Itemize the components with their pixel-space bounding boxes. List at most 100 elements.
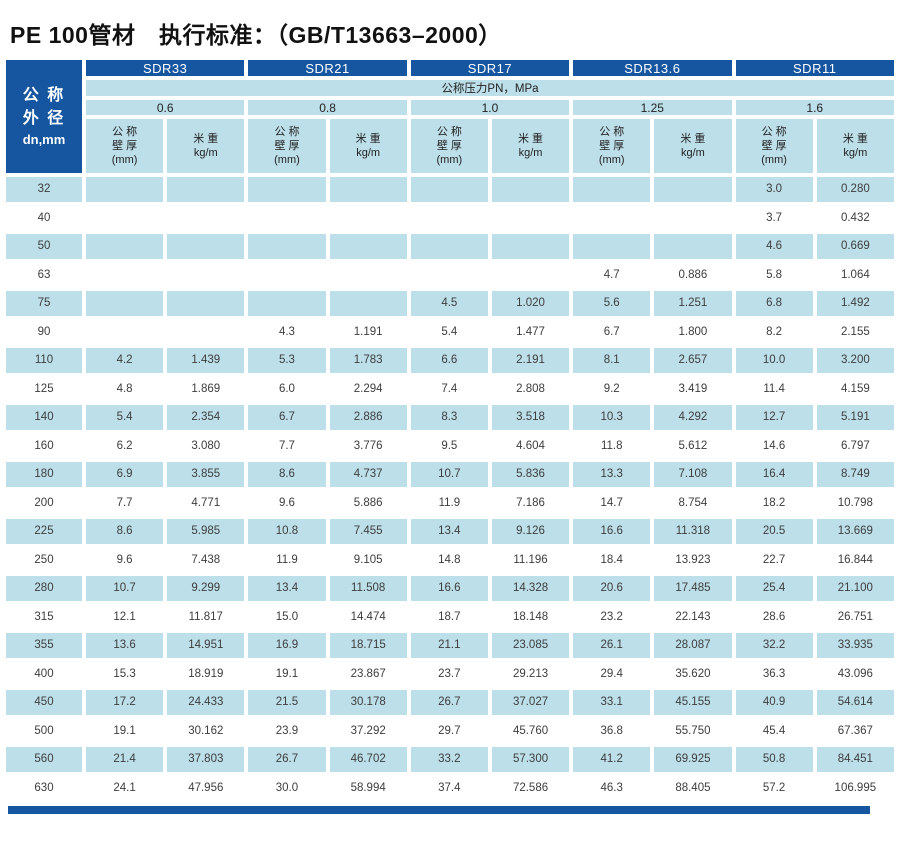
value-cell bbox=[167, 177, 245, 202]
subheader-thickness: 公 称 壁 厚 (mm) bbox=[86, 119, 164, 173]
value-cell: 8.6 bbox=[86, 519, 164, 544]
value-cell: 10.3 bbox=[573, 405, 651, 430]
value-cell: 3.080 bbox=[191, 439, 221, 452]
dn-cell: 63 bbox=[37, 268, 51, 281]
value-cell: 6.2 bbox=[116, 439, 133, 452]
value-cell bbox=[330, 263, 407, 288]
value-cell: 36.3 bbox=[762, 667, 786, 680]
value-cell bbox=[167, 234, 245, 259]
dn-cell: 280 bbox=[6, 576, 82, 601]
value-cell bbox=[329, 291, 407, 316]
value-cell: 67.367 bbox=[837, 724, 873, 737]
table-row: 200 7.7 4.771 9.6 5.886 11.9 7.186 14.7 8.754 18.… bbox=[6, 491, 894, 516]
value-cell: 10.7 bbox=[410, 462, 488, 487]
value-cell: 33.1 bbox=[573, 690, 651, 715]
value-cell bbox=[167, 206, 244, 231]
value-cell: 4.8 bbox=[116, 382, 133, 395]
value-cell bbox=[248, 263, 325, 288]
value-cell: 57.2 bbox=[762, 781, 786, 794]
value-cell: 0.886 bbox=[678, 268, 708, 281]
dn-cell: 250 bbox=[34, 553, 54, 566]
value-cell: 1.064 bbox=[840, 268, 870, 281]
value-cell: 4.7 bbox=[603, 268, 620, 281]
table-row: 160 6.2 3.080 7.7 3.776 9.5 4.604 11.8 5.612 14.6… bbox=[6, 434, 894, 459]
value-cell: 1.020 bbox=[491, 291, 570, 316]
value-cell: 21.100 bbox=[816, 576, 894, 601]
value-cell bbox=[492, 206, 569, 231]
value-cell: 18.7 bbox=[438, 610, 461, 623]
table-row: 450 17.2 24.433 21.5 30.178 26.7 37.027 33.1 45.… bbox=[6, 690, 894, 715]
value-cell: 30.0 bbox=[275, 781, 299, 794]
value-cell: 37.027 bbox=[491, 690, 570, 715]
value-cell: 2.808 bbox=[516, 382, 545, 395]
column-header-sdr11: SDR11 bbox=[735, 60, 894, 76]
value-cell bbox=[329, 234, 407, 259]
value-cell: 8.1 bbox=[573, 348, 651, 373]
value-cell: 10.798 bbox=[837, 496, 873, 509]
pressure-1-6: 1.6 bbox=[735, 100, 894, 115]
pressure-0-8: 0.8 bbox=[248, 100, 407, 115]
value-cell: 9.299 bbox=[167, 576, 245, 601]
value-cell: 24.433 bbox=[167, 690, 245, 715]
value-cell: 6.6 bbox=[410, 348, 488, 373]
value-cell bbox=[573, 177, 651, 202]
pressure-0-6: 0.6 bbox=[86, 100, 245, 115]
value-cell: 28.6 bbox=[762, 610, 786, 623]
value-cell: 23.7 bbox=[438, 667, 461, 680]
value-cell: 23.9 bbox=[275, 724, 299, 737]
value-cell: 11.4 bbox=[763, 382, 785, 395]
value-cell: 1.191 bbox=[353, 325, 383, 338]
table-row: 280 10.7 9.299 13.4 11.508 16.6 14.328 20.6 17.4… bbox=[6, 576, 894, 601]
value-cell: 1.439 bbox=[167, 348, 245, 373]
table-row: 125 4.8 1.869 6.0 2.294 7.4 2.808 9.2 3.419 11.4 4… bbox=[6, 377, 894, 402]
table-row: 140 5.4 2.354 6.7 2.886 8.3 3.518 10.3 4.292 12.7… bbox=[6, 405, 894, 430]
value-cell bbox=[86, 263, 163, 288]
value-cell bbox=[410, 177, 488, 202]
value-cell: 17.485 bbox=[654, 576, 732, 601]
value-cell: 17.2 bbox=[86, 690, 164, 715]
value-cell: 11.817 bbox=[188, 610, 223, 623]
value-cell: 32.2 bbox=[735, 633, 813, 658]
dn-header-line: 外 径 bbox=[22, 109, 66, 127]
value-cell: 18.4 bbox=[600, 553, 623, 566]
value-cell: 8.754 bbox=[678, 496, 708, 509]
value-cell: 11.8 bbox=[600, 439, 623, 452]
subheader-row: 公 称 壁 厚 (mm) 米 重 kg/m 公 称 壁 厚 (mm) 米 重 k… bbox=[6, 119, 894, 173]
table-header: 公 称 外 径 dn,mm SDR33 SDR21 SDR17 SDR13.6 … bbox=[6, 60, 894, 173]
value-cell: 9.6 bbox=[116, 553, 133, 566]
value-cell: 14.7 bbox=[600, 496, 623, 509]
value-cell: 2.191 bbox=[491, 348, 570, 373]
value-cell: 4.2 bbox=[86, 348, 164, 373]
value-cell: 40.9 bbox=[735, 690, 813, 715]
value-cell: 6.9 bbox=[86, 462, 164, 487]
value-cell: 9.6 bbox=[278, 496, 295, 509]
value-cell: 11.9 bbox=[438, 496, 461, 509]
value-cell: 13.3 bbox=[573, 462, 651, 487]
value-cell bbox=[86, 234, 164, 259]
value-cell: 16.9 bbox=[248, 633, 326, 658]
value-cell: 6.8 bbox=[735, 291, 813, 316]
table-row: 560 21.4 37.803 26.7 46.702 33.2 57.300 41.2 69.… bbox=[6, 747, 894, 772]
subheader-thickness: 公 称 壁 厚 (mm) bbox=[248, 119, 326, 173]
value-cell: 22.143 bbox=[675, 610, 711, 623]
value-cell: 8.3 bbox=[410, 405, 488, 430]
value-cell: 54.614 bbox=[816, 690, 894, 715]
value-cell bbox=[654, 206, 731, 231]
value-cell: 2.294 bbox=[353, 382, 383, 395]
value-cell bbox=[573, 234, 651, 259]
value-cell: 14.8 bbox=[438, 553, 461, 566]
value-cell: 3.419 bbox=[678, 382, 708, 395]
value-cell: 13.4 bbox=[248, 576, 326, 601]
dn-cell: 110 bbox=[6, 348, 82, 373]
value-cell: 19.1 bbox=[113, 724, 136, 737]
value-cell: 1.477 bbox=[516, 325, 545, 338]
value-cell: 11.196 bbox=[513, 553, 548, 566]
table-row: 180 6.9 3.855 8.6 4.737 10.7 5.836 13.3 7.108 16.… bbox=[6, 462, 894, 487]
value-cell: 20.5 bbox=[735, 519, 813, 544]
value-cell: 15.3 bbox=[113, 667, 136, 680]
value-cell: 45.4 bbox=[762, 724, 786, 737]
value-cell bbox=[86, 320, 163, 345]
table-row: 63 4.7 0.886 5.8 1.064 bbox=[6, 263, 894, 288]
value-cell: 21.1 bbox=[410, 633, 488, 658]
value-cell: 58.994 bbox=[350, 781, 386, 794]
